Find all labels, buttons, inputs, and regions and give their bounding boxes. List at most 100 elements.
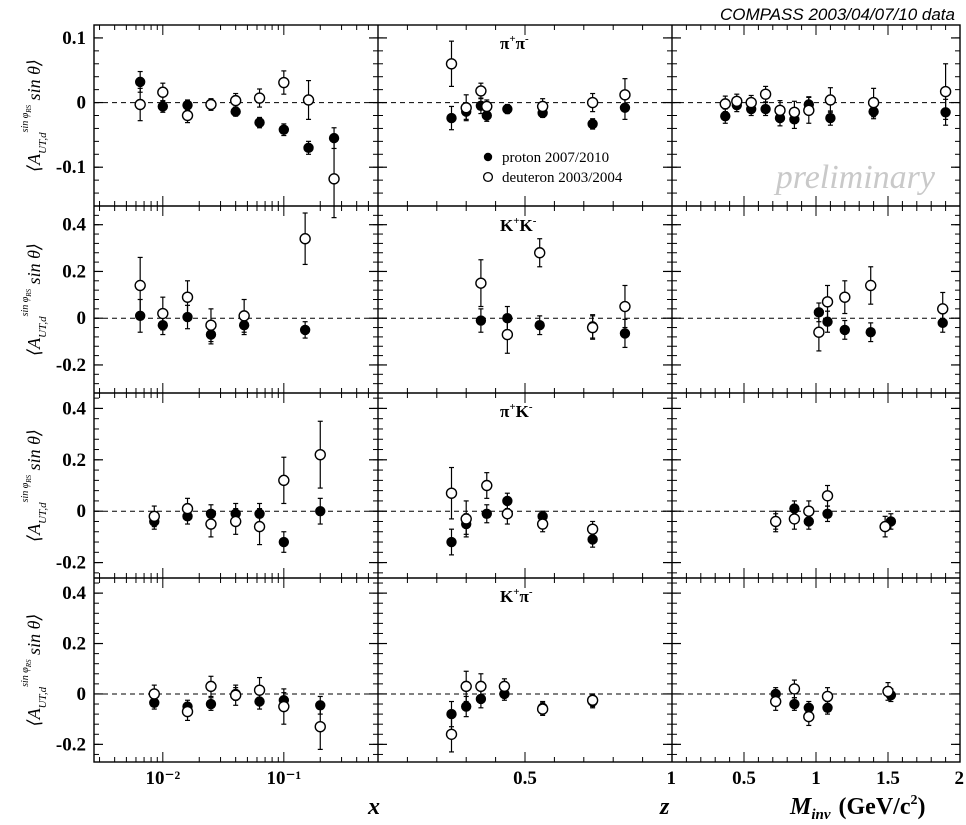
x-axis-titles: x z Minv (GeV/c2) — [367, 793, 925, 823]
x-tick-label: 1 — [667, 768, 677, 789]
y-tick-label: 0.2 — [62, 634, 86, 655]
data-point-deuteron-z — [586, 523, 599, 535]
data-point-deuteron-z — [619, 89, 631, 101]
data-point-proton-z — [481, 508, 492, 519]
channel-label-pik: π+K- — [500, 401, 533, 421]
data-point-deuteron-x — [229, 515, 242, 528]
data-point-deuteron-z — [534, 247, 546, 259]
preliminary-watermark: preliminary — [774, 159, 936, 196]
data-point-deuteron-x — [157, 307, 169, 320]
y-axis-label: ⟨AUT,dsin φRS sin θ⟩ — [20, 243, 49, 356]
data-point-proton-x — [315, 505, 326, 517]
data-point-deuteron-z — [475, 85, 487, 97]
data-point-deuteron-x — [181, 502, 194, 515]
data-point-deuteron-minv — [745, 96, 757, 109]
data-point-proton-minv — [865, 327, 876, 338]
y-tick-label: 0.4 — [62, 398, 86, 419]
data-point-deuteron-x — [134, 279, 146, 292]
data-point-deuteron-minv — [824, 94, 837, 106]
data-point-deuteron-x — [302, 94, 315, 106]
y-tick-label: -0.2 — [56, 734, 86, 755]
x-tick-label: 1.5 — [876, 768, 900, 789]
data-point-proton-z — [461, 701, 472, 712]
y-tick-label: 0 — [77, 501, 87, 522]
data-point-proton-minv — [839, 324, 850, 336]
data-point-deuteron-x — [157, 86, 169, 98]
data-point-deuteron-x — [278, 76, 290, 89]
data-point-deuteron-x — [278, 474, 290, 487]
legend-proton-label: proton 2007/2010 — [502, 150, 609, 166]
data-point-proton-x — [134, 76, 146, 88]
x-axis-title-z: z — [659, 794, 670, 820]
y-tick-label: -0.2 — [56, 553, 86, 574]
data-point-deuteron-minv — [803, 505, 815, 517]
data-point-deuteron-x — [181, 705, 194, 718]
data-point-proton-minv — [760, 103, 771, 115]
data-point-deuteron-minv — [813, 326, 825, 338]
data-point-deuteron-x — [148, 688, 160, 700]
data-point-deuteron-x — [181, 109, 194, 122]
data-point-deuteron-minv — [788, 513, 801, 525]
data-point-deuteron-minv — [788, 106, 801, 118]
data-point-deuteron-z — [536, 100, 549, 113]
data-point-deuteron-x — [205, 680, 217, 693]
x-tick-label: 10⁻¹ — [266, 768, 301, 789]
panel-grid: 0.1 0 -0.1 ⟨AUT,dsin φRS sin θ⟩ 0.4 0.2 0 -0.2 ⟨… — [20, 24, 965, 789]
data-point-proton-x — [299, 324, 311, 336]
data-point-deuteron-minv — [867, 96, 880, 109]
data-point-deuteron-x — [238, 310, 250, 322]
channel-label-kk: K+K- — [500, 215, 537, 235]
data-point-deuteron-z — [475, 277, 487, 289]
data-point-deuteron-z — [586, 694, 599, 706]
data-point-deuteron-z — [536, 518, 549, 530]
data-point-deuteron-minv — [788, 683, 801, 695]
data-point-deuteron-minv — [821, 296, 834, 308]
data-point-proton-x — [230, 106, 241, 117]
data-point-deuteron-minv — [803, 104, 815, 117]
x-axis-title-minv: Minv (GeV/c2) — [789, 793, 925, 823]
data-point-proton-z — [446, 112, 457, 124]
y-axis-label: ⟨AUT,dsin φRS sin θ⟩ — [20, 59, 49, 172]
data-point-deuteron-z — [460, 513, 472, 525]
chart-header: COMPASS 2003/04/07/10 data — [720, 5, 955, 24]
data-point-deuteron-minv — [879, 520, 891, 533]
data-point-proton-minv — [822, 508, 833, 519]
data-point-deuteron-x — [229, 689, 242, 701]
x-tick-label: 2 — [955, 768, 965, 789]
data-point-deuteron-minv — [882, 685, 894, 698]
data-point-deuteron-minv — [865, 279, 877, 292]
y-tick-label: 0 — [77, 308, 87, 329]
data-point-deuteron-x — [181, 291, 194, 303]
y-tick-label: 0 — [77, 684, 87, 705]
data-point-proton-z — [475, 315, 487, 326]
data-point-deuteron-z — [501, 328, 514, 341]
data-point-deuteron-z — [536, 703, 549, 715]
y-axis-label: ⟨AUT,dsin φRS sin θ⟩ — [20, 614, 49, 727]
data-point-deuteron-x — [253, 684, 266, 696]
y-tick-label: 0 — [77, 93, 87, 114]
data-point-deuteron-minv — [939, 85, 952, 98]
y-tick-label: -0.2 — [56, 355, 86, 376]
channel-label-pipi: π+π- — [500, 33, 529, 53]
data-point-deuteron-minv — [769, 515, 782, 528]
y-axis-label: ⟨AUT,dsin φRS sin θ⟩ — [20, 429, 49, 542]
data-point-deuteron-x — [205, 518, 217, 530]
data-point-deuteron-x — [278, 700, 290, 713]
data-point-proton-x — [278, 124, 290, 135]
data-point-deuteron-x — [253, 520, 266, 533]
data-point-deuteron-z — [586, 321, 599, 334]
legend-proton-marker — [483, 152, 493, 162]
data-point-deuteron-z — [475, 680, 487, 693]
x-tick-label: 0.5 — [513, 768, 537, 789]
data-point-deuteron-minv — [803, 710, 815, 723]
y-tick-label: 0.1 — [62, 28, 86, 49]
data-point-deuteron-minv — [719, 98, 731, 110]
data-point-proton-x — [205, 698, 217, 710]
data-point-deuteron-minv — [821, 490, 834, 502]
data-point-deuteron-z — [445, 728, 458, 740]
data-point-deuteron-z — [481, 100, 493, 113]
data-point-deuteron-minv — [937, 303, 949, 315]
data-point-deuteron-z — [460, 102, 472, 114]
data-point-deuteron-x — [229, 94, 242, 107]
